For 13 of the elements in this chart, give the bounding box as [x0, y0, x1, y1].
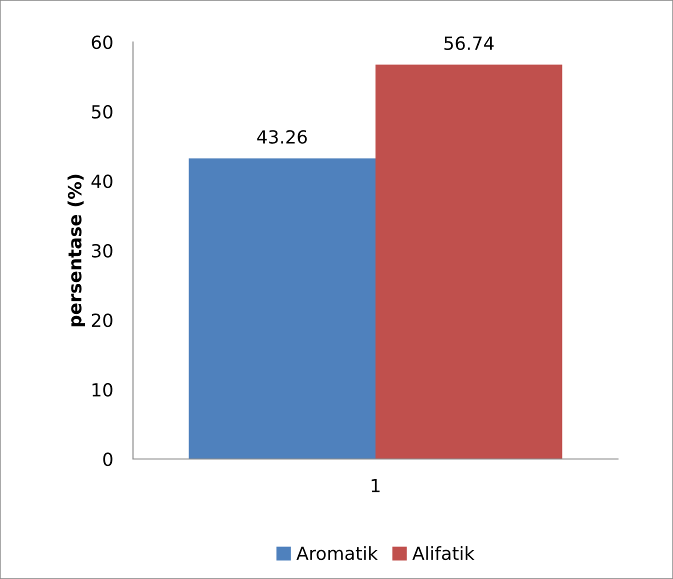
y-tick-label: 10: [92, 382, 112, 397]
y-axis-title: persentase (%): [68, 174, 86, 326]
y-tick-label: 50: [92, 104, 112, 119]
y-tick-label: 20: [92, 313, 112, 328]
legend-label: Alifatik: [412, 546, 475, 560]
y-tick-label: 40: [91, 174, 112, 188]
y-tick-label: 60: [92, 35, 112, 50]
legend-label: Aromatik: [296, 546, 378, 560]
y-tick-label: 0: [103, 452, 112, 466]
data-label: 56.74: [444, 36, 494, 50]
data-label: 43.26: [257, 130, 307, 144]
x-tick-label: 1: [372, 479, 380, 492]
y-tick-label: 30: [92, 244, 112, 258]
